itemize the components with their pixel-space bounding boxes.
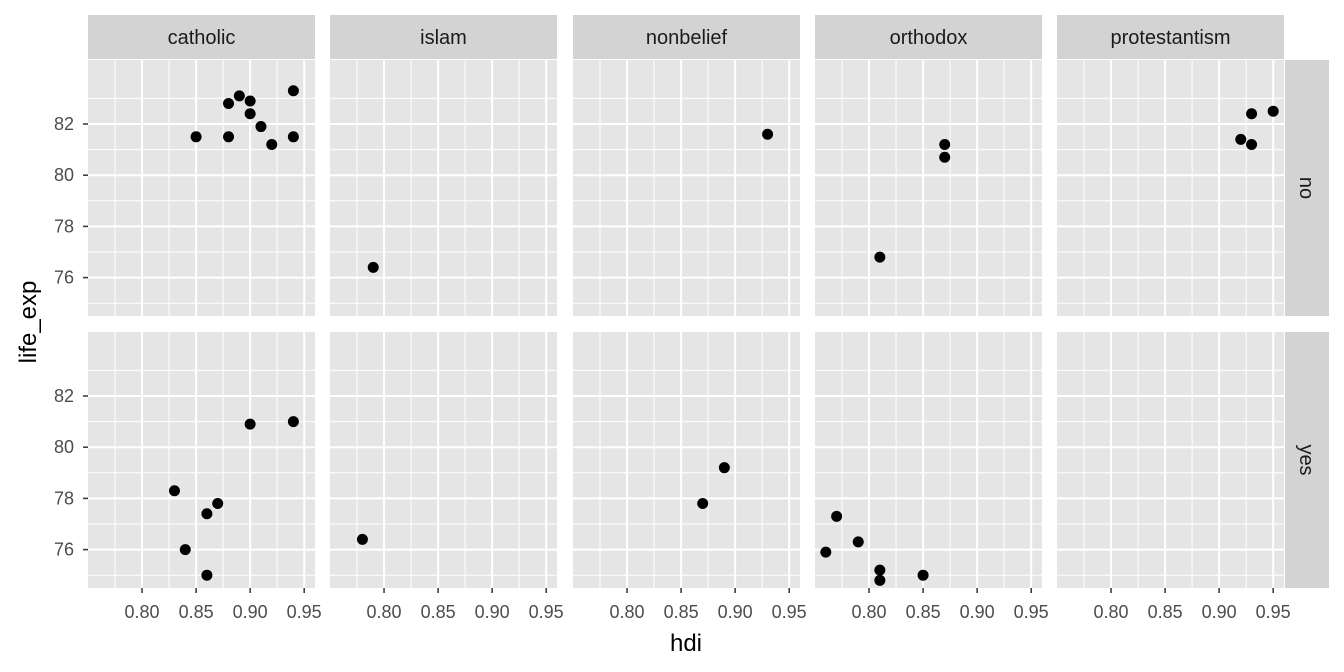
panel-islam-yes (330, 332, 557, 588)
x-tick-label: 0.85 (664, 602, 699, 622)
facet-label-nonbelief: nonbelief (646, 27, 728, 49)
x-tick-label: 0.95 (287, 602, 322, 622)
x-tick-label: 0.80 (610, 602, 645, 622)
facet-label-yes: yes (1295, 444, 1317, 475)
data-point (1246, 138, 1258, 150)
data-point (1267, 105, 1279, 117)
data-point (852, 536, 864, 548)
data-point (244, 418, 256, 430)
data-point (223, 131, 235, 143)
x-tick-label: 0.95 (529, 602, 564, 622)
data-point (233, 90, 245, 102)
data-point (874, 574, 886, 586)
x-tick-label: 0.85 (906, 602, 941, 622)
x-tick-label: 0.95 (772, 602, 807, 622)
y-tick-label: 82 (54, 386, 74, 406)
panel-catholic-yes (88, 332, 315, 588)
data-point (718, 462, 730, 474)
x-tick-label: 0.85 (421, 602, 456, 622)
x-tick-label: 0.90 (233, 602, 268, 622)
data-point (831, 510, 843, 522)
data-point (287, 131, 299, 143)
data-point (287, 85, 299, 97)
data-point (266, 138, 278, 150)
x-tick-label: 0.80 (852, 602, 887, 622)
data-point (244, 95, 256, 107)
facet-strip-protestantism (1057, 15, 1284, 59)
data-point (223, 98, 235, 110)
x-tick-label: 0.95 (1014, 602, 1049, 622)
data-point (212, 498, 224, 510)
data-point (917, 569, 929, 581)
x-axis-title: hdi (670, 630, 702, 657)
data-point (168, 485, 180, 497)
panel-protestantism-yes (1057, 332, 1284, 588)
data-point (697, 498, 709, 510)
facet-panels (88, 60, 1284, 588)
facet-strip-orthodox (815, 15, 1042, 59)
y-tick-label: 76 (54, 540, 74, 560)
panel-protestantism-no (1057, 60, 1284, 316)
panel-nonbelief-yes (573, 332, 800, 588)
data-point (201, 508, 213, 520)
x-tick-label: 0.80 (125, 602, 160, 622)
facet-strip-catholic (88, 15, 315, 59)
data-point (244, 108, 256, 120)
panel-nonbelief-no (573, 60, 800, 316)
data-point (874, 564, 886, 576)
data-point (939, 138, 951, 150)
x-tick-label: 0.85 (179, 602, 214, 622)
facet-label-islam: islam (420, 27, 467, 49)
data-point (1246, 108, 1258, 120)
facet-strips: catholic islam nonbelief orthodox protestant… (88, 15, 1329, 588)
data-point (255, 121, 267, 133)
data-point (367, 261, 379, 273)
y-tick-label: 78 (54, 488, 74, 508)
facet-strip-no (1285, 60, 1329, 316)
data-point (287, 416, 299, 428)
axis-ticks: 0.80 0.85 0.90 0.95 0.80 0.85 0.90 0.95 0.80 0.85… (54, 114, 1291, 622)
y-tick-label: 82 (54, 114, 74, 134)
data-point (179, 544, 191, 556)
facet-label-orthodox: orthodox (890, 27, 968, 49)
x-tick-label: 0.90 (475, 602, 510, 622)
data-point (201, 569, 213, 581)
data-point (190, 131, 202, 143)
panel-orthodox-no (815, 60, 1042, 316)
data-point (1235, 133, 1247, 145)
y-tick-label: 80 (54, 165, 74, 185)
data-points (168, 85, 1279, 586)
x-tick-label: 0.85 (1148, 602, 1183, 622)
x-tick-label: 0.80 (1094, 602, 1129, 622)
x-tick-label: 0.90 (1202, 602, 1237, 622)
facet-strip-islam (330, 15, 557, 59)
y-tick-label: 80 (54, 437, 74, 457)
y-tick-label: 76 (54, 268, 74, 288)
facet-label-protestantism: protestantism (1110, 27, 1230, 49)
x-tick-label: 0.95 (1256, 602, 1291, 622)
data-point (874, 251, 886, 263)
panel-orthodox-yes (815, 332, 1042, 588)
panel-catholic-no (88, 60, 315, 316)
panel-islam-no (330, 60, 557, 316)
x-tick-label: 0.80 (367, 602, 402, 622)
y-tick-label: 78 (54, 216, 74, 236)
data-point (762, 128, 774, 140)
data-point (939, 151, 951, 163)
facet-label-no: no (1295, 177, 1317, 199)
x-tick-label: 0.90 (718, 602, 753, 622)
facet-strip-yes (1285, 332, 1329, 588)
x-tick-label: 0.90 (960, 602, 995, 622)
data-point (356, 533, 368, 545)
facet-strip-nonbelief (573, 15, 800, 59)
facet-label-catholic: catholic (168, 27, 236, 49)
data-point (820, 546, 832, 558)
y-axis-title: life_exp (15, 281, 42, 364)
